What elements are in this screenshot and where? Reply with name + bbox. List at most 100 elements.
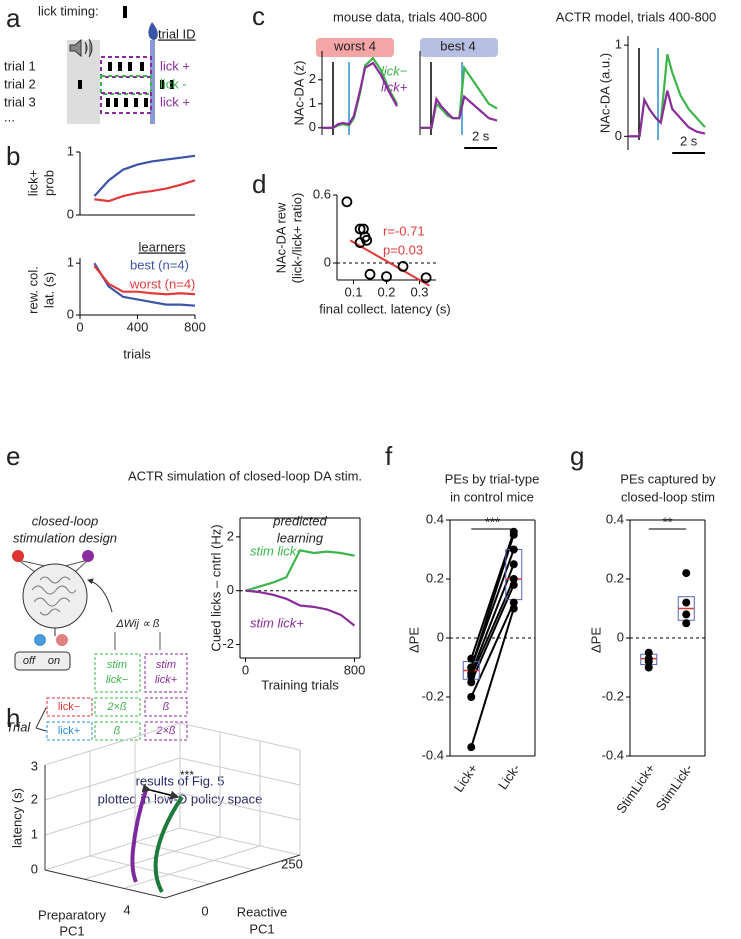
cue-period [67,40,100,124]
point [341,196,353,208]
point [509,580,518,589]
series-line [93,262,196,307]
y-tick-label: 0.2 [606,570,624,585]
axis-label: ΔPE [406,627,421,653]
point [509,598,518,607]
y-tick-label: 0.2 [426,570,444,585]
x-tick-label: 0 [242,662,249,677]
y-tick-label: -0.4 [602,747,624,762]
point [509,560,518,569]
legend-label: stim lick− [250,543,304,558]
y-tick-label: 1 [67,143,74,158]
pair-line [470,608,515,748]
label: closed-loop [32,513,99,528]
y-tick-label: 1 [615,37,622,52]
y-tick-label: 0 [437,629,444,644]
point [509,604,518,613]
y-tick-label: 1 [67,255,74,270]
point [354,223,366,235]
lick-icon [123,6,127,18]
y-tick-label: 0 [67,306,74,321]
axis-label: (lick-/lick+ ratio) [289,193,304,284]
series-line [93,265,196,296]
label: stim [107,659,127,671]
axis-label: lick+ [25,170,40,196]
significance: *** [485,514,500,529]
panel-label: b [6,141,20,171]
point [361,234,373,246]
label: on [48,655,60,667]
tick-label: 0 [201,903,208,918]
point [397,260,409,272]
point [381,271,392,283]
y-tick-label: -0.4 [422,747,444,762]
trajectory [153,795,184,893]
point [467,693,476,701]
tick-label: 250 [281,856,303,871]
network-diagram [12,550,188,741]
reward-period [150,40,155,124]
legend-label: lick− [381,63,408,78]
tick-label: 2 [31,791,38,806]
pair-line [470,563,515,674]
axis-label: Preparatory [38,907,106,922]
x-tick-label: 800 [344,662,366,677]
y-tick-label: 2 [309,71,316,86]
trial-box [100,75,152,95]
chart-title: ACTR model, trials 400-800 [556,9,716,24]
tick-label: 4 [123,902,130,917]
fit-line [349,239,430,287]
y-tick-label: 1 [309,95,316,110]
axis-label: Reactive [237,904,288,919]
panel-title: ACTR simulation of closed-loop DA stim. [128,468,362,483]
legend-label: worst (n=4) [129,276,195,291]
panel-label: c [252,1,265,31]
point [509,530,518,539]
chart-title: PEs by trial-type [445,471,540,486]
label: lick+ [58,725,80,737]
significance: *** [180,768,194,782]
point [644,663,653,672]
x-tick-label: 800 [184,319,206,334]
label: predicted [272,513,327,528]
pair-line [470,578,515,677]
point [509,575,518,583]
point [509,545,518,554]
point [467,743,476,752]
tick-label: 0 [31,861,38,876]
series-line [245,589,356,627]
label: lick timing: [38,3,99,18]
trial-diagram: lick timing: trial ID trial 1 trial 2 tr… [4,3,196,124]
trial-label: trial 3 [4,94,36,109]
trajectory [130,789,148,883]
arrow [141,783,180,800]
series-line [93,154,196,197]
x-tick-label: 0.1 [344,284,362,299]
label: stimulation design [13,530,117,545]
point [682,619,691,628]
trial-box [100,92,152,114]
drop-icon [148,22,158,40]
significance: ** [662,514,672,529]
series-line [322,61,398,129]
y-tick-label: -2 [222,636,234,651]
label: off [23,655,36,667]
point [364,268,376,280]
point [682,610,691,619]
pair-line [470,602,515,698]
point [644,648,653,657]
chart-title: best 4 [440,38,475,53]
legend-label: stim lick+ [250,615,304,630]
trial-id: lick + [160,94,190,109]
series-line [245,549,355,592]
label: stim [156,659,176,671]
y-tick-label: 0.6 [313,186,331,201]
axis-label: prob [41,170,56,196]
point [467,672,476,681]
series-line [94,179,196,203]
y-tick-label: 0 [67,206,74,221]
label: ΔWij ∝ ß [115,618,160,630]
chart-title: worst 4 [333,38,376,53]
x-tick-label: Lick- [495,761,523,792]
